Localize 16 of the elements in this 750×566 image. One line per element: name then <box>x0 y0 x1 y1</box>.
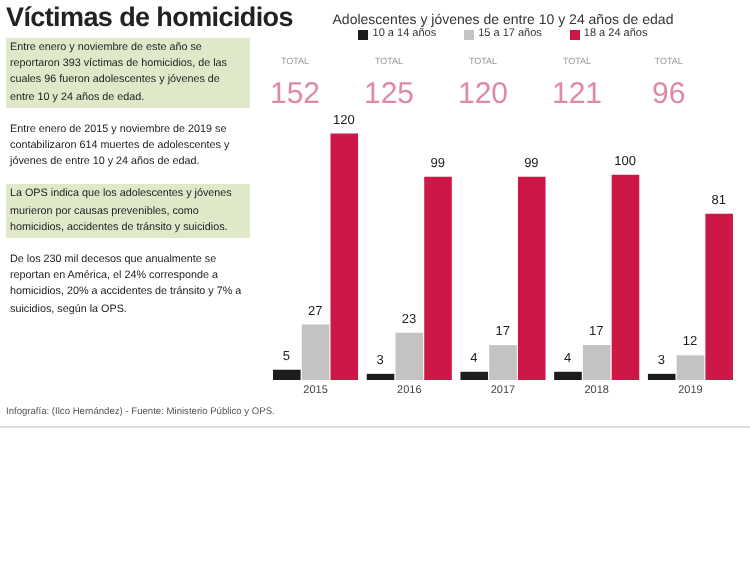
bar <box>424 176 452 380</box>
bar <box>611 174 640 380</box>
bar <box>301 324 330 380</box>
bar <box>366 373 395 380</box>
bar <box>705 213 733 380</box>
bar <box>395 332 424 380</box>
bar <box>330 133 359 380</box>
bar <box>489 345 517 380</box>
chart-title: Víctimas de homicidios <box>6 2 293 32</box>
bar <box>273 369 301 380</box>
bar <box>460 371 489 380</box>
bar <box>647 373 676 380</box>
bar <box>517 176 546 380</box>
bar <box>676 355 705 380</box>
bar <box>582 345 611 380</box>
bar <box>554 371 582 380</box>
